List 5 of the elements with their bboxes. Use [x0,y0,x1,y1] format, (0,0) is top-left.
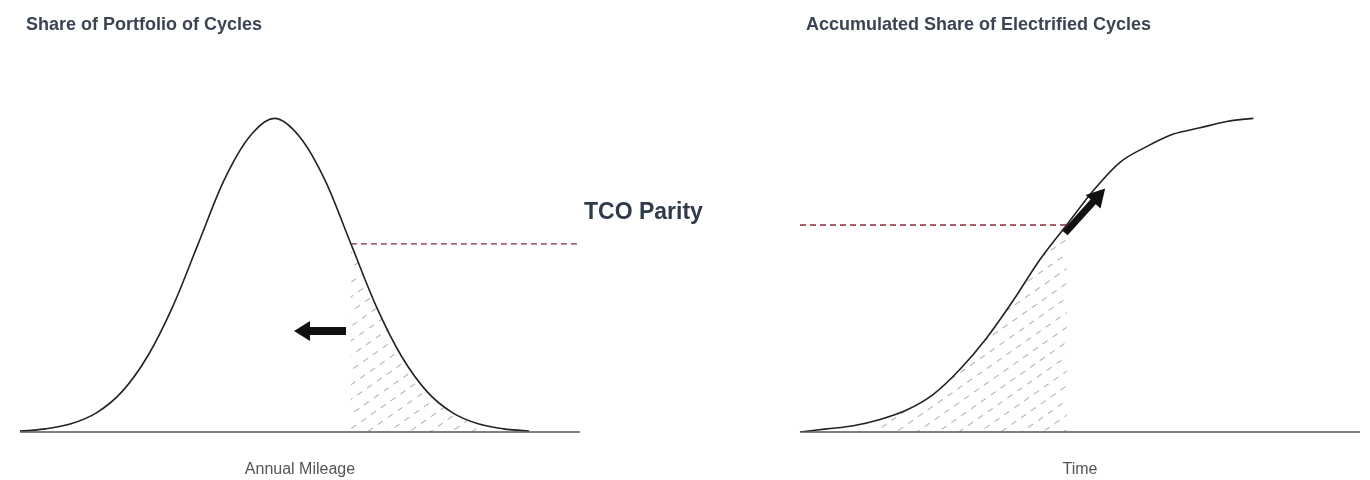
y-axis-title: Accumulated Share of Electrified Cycles [806,14,1152,35]
ref-line-label: TCO Parity [584,198,703,225]
y-axis-title: Share of Portfolio of Cycles [26,14,263,35]
x-axis-title: Annual Mileage [244,460,356,477]
x-axis-title: Time [1062,460,1098,477]
